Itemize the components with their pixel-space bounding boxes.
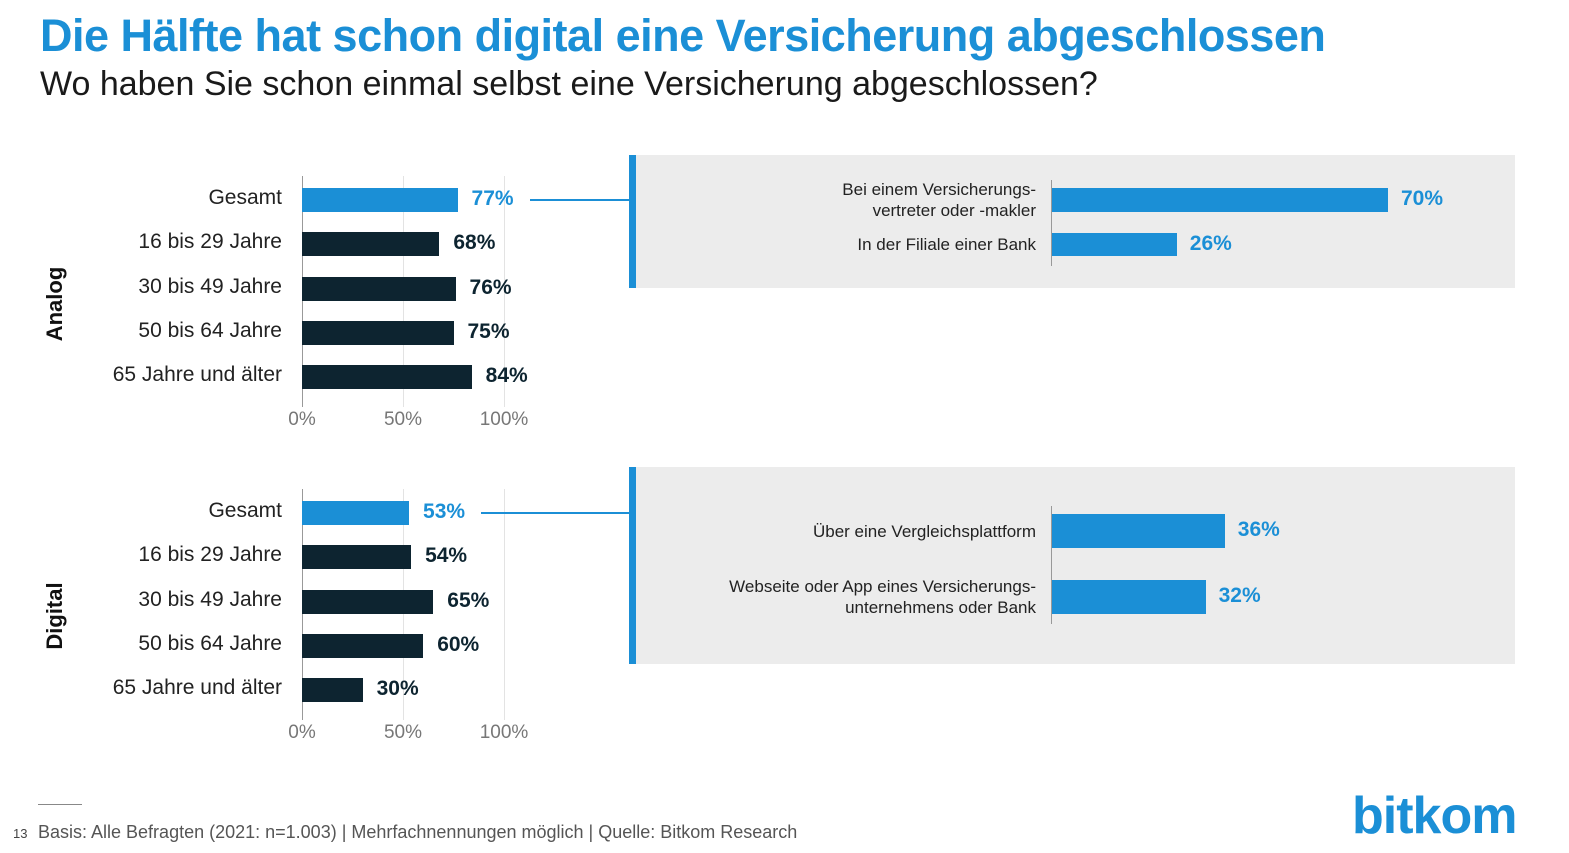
detail-category-label-line: In der Filiale einer Bank — [857, 235, 1036, 254]
bar-age-group — [302, 365, 472, 390]
detail-data-label: 36% — [1237, 518, 1280, 541]
x-tick-label: 100% — [479, 409, 529, 431]
category-label: 65 Jahre und älter — [112, 363, 282, 387]
data-label: 60% — [437, 632, 480, 656]
x-tick-label: 100% — [479, 722, 529, 744]
bar-age-group — [302, 276, 456, 301]
detail-bar — [1052, 514, 1225, 548]
bar-total — [302, 188, 458, 212]
detail-panel — [632, 467, 1515, 664]
data-label: 76% — [469, 275, 512, 299]
category-label: 65 Jahre und älter — [112, 676, 282, 700]
data-label: 65% — [447, 588, 490, 612]
category-label: Gesamt — [208, 186, 282, 209]
x-tick-label: 50% — [383, 722, 423, 744]
bar-age-group — [302, 232, 440, 257]
detail-panel — [632, 155, 1515, 288]
detail-category-label: In der Filiale einer Bank — [636, 234, 1036, 255]
detail-category-label-line: vertreter oder -makler — [872, 201, 1036, 220]
detail-data-label: 26% — [1189, 231, 1232, 255]
category-label: Gesamt — [208, 499, 282, 522]
bar-age-group — [302, 633, 424, 658]
detail-category-label: Über eine Vergleichsplattform — [636, 521, 1036, 542]
detail-category-label: Webseite oder App eines Versicherungs-un… — [636, 576, 1036, 618]
detail-bar — [1052, 188, 1388, 212]
data-label: 54% — [425, 544, 468, 568]
footer-divider — [38, 804, 82, 805]
detail-category-label: Bei einem Versicherungs-vertreter oder -… — [636, 179, 1036, 221]
category-label: 16 bis 29 Jahre — [138, 230, 282, 254]
detail-category-label-line: Webseite oder App eines Versicherungs- — [729, 577, 1036, 596]
gridline — [504, 489, 505, 721]
section-label-digital: Digital — [42, 582, 67, 650]
section-label-analog: Analog — [42, 266, 67, 342]
bar-age-group — [302, 678, 363, 703]
category-label: 30 bis 49 Jahre — [138, 587, 282, 611]
detail-category-label-line: Bei einem Versicherungs- — [842, 180, 1036, 199]
bitkom-logo: bitkom — [1352, 787, 1517, 845]
data-label: 75% — [467, 319, 510, 343]
detail-data-label: 70% — [1401, 187, 1444, 210]
data-label: 68% — [453, 231, 496, 255]
page-title: Die Hälfte hat schon digital eine Versic… — [40, 10, 1326, 61]
detail-category-label-line: unternehmens oder Bank — [845, 598, 1036, 617]
category-label: 50 bis 64 Jahre — [138, 631, 282, 655]
data-label: 84% — [485, 364, 528, 388]
category-label: 16 bis 29 Jahre — [138, 543, 282, 567]
x-tick-label: 0% — [288, 409, 316, 431]
detail-data-label: 32% — [1218, 584, 1261, 607]
detail-category-label-line: Über eine Vergleichsplattform — [812, 521, 1036, 541]
bar-total — [302, 501, 410, 525]
bar-age-group — [302, 545, 412, 570]
bar-age-group — [302, 589, 434, 614]
connector-line — [481, 512, 632, 514]
detail-bar — [1052, 580, 1206, 614]
data-label: 30% — [376, 677, 419, 701]
connector-line — [529, 199, 632, 201]
detail-axis-line — [1051, 506, 1052, 624]
x-tick-label: 50% — [383, 409, 423, 431]
category-label: 50 bis 64 Jahre — [138, 318, 282, 342]
x-tick-label: 0% — [288, 722, 316, 744]
page-number: 13 — [13, 826, 28, 841]
detail-panel-accent — [629, 467, 636, 664]
data-label: 53% — [423, 500, 466, 523]
detail-bar — [1052, 233, 1177, 256]
bar-age-group — [302, 320, 454, 345]
page-subtitle: Wo haben Sie schon einmal selbst eine Ve… — [40, 65, 1098, 103]
data-label: 77% — [471, 187, 514, 210]
footer-note: Basis: Alle Befragten (2021: n=1.003) | … — [38, 822, 798, 842]
category-label: 30 bis 49 Jahre — [138, 274, 282, 298]
detail-panel-accent — [629, 155, 636, 288]
gridline — [504, 176, 505, 408]
detail-axis-line — [1051, 180, 1052, 266]
